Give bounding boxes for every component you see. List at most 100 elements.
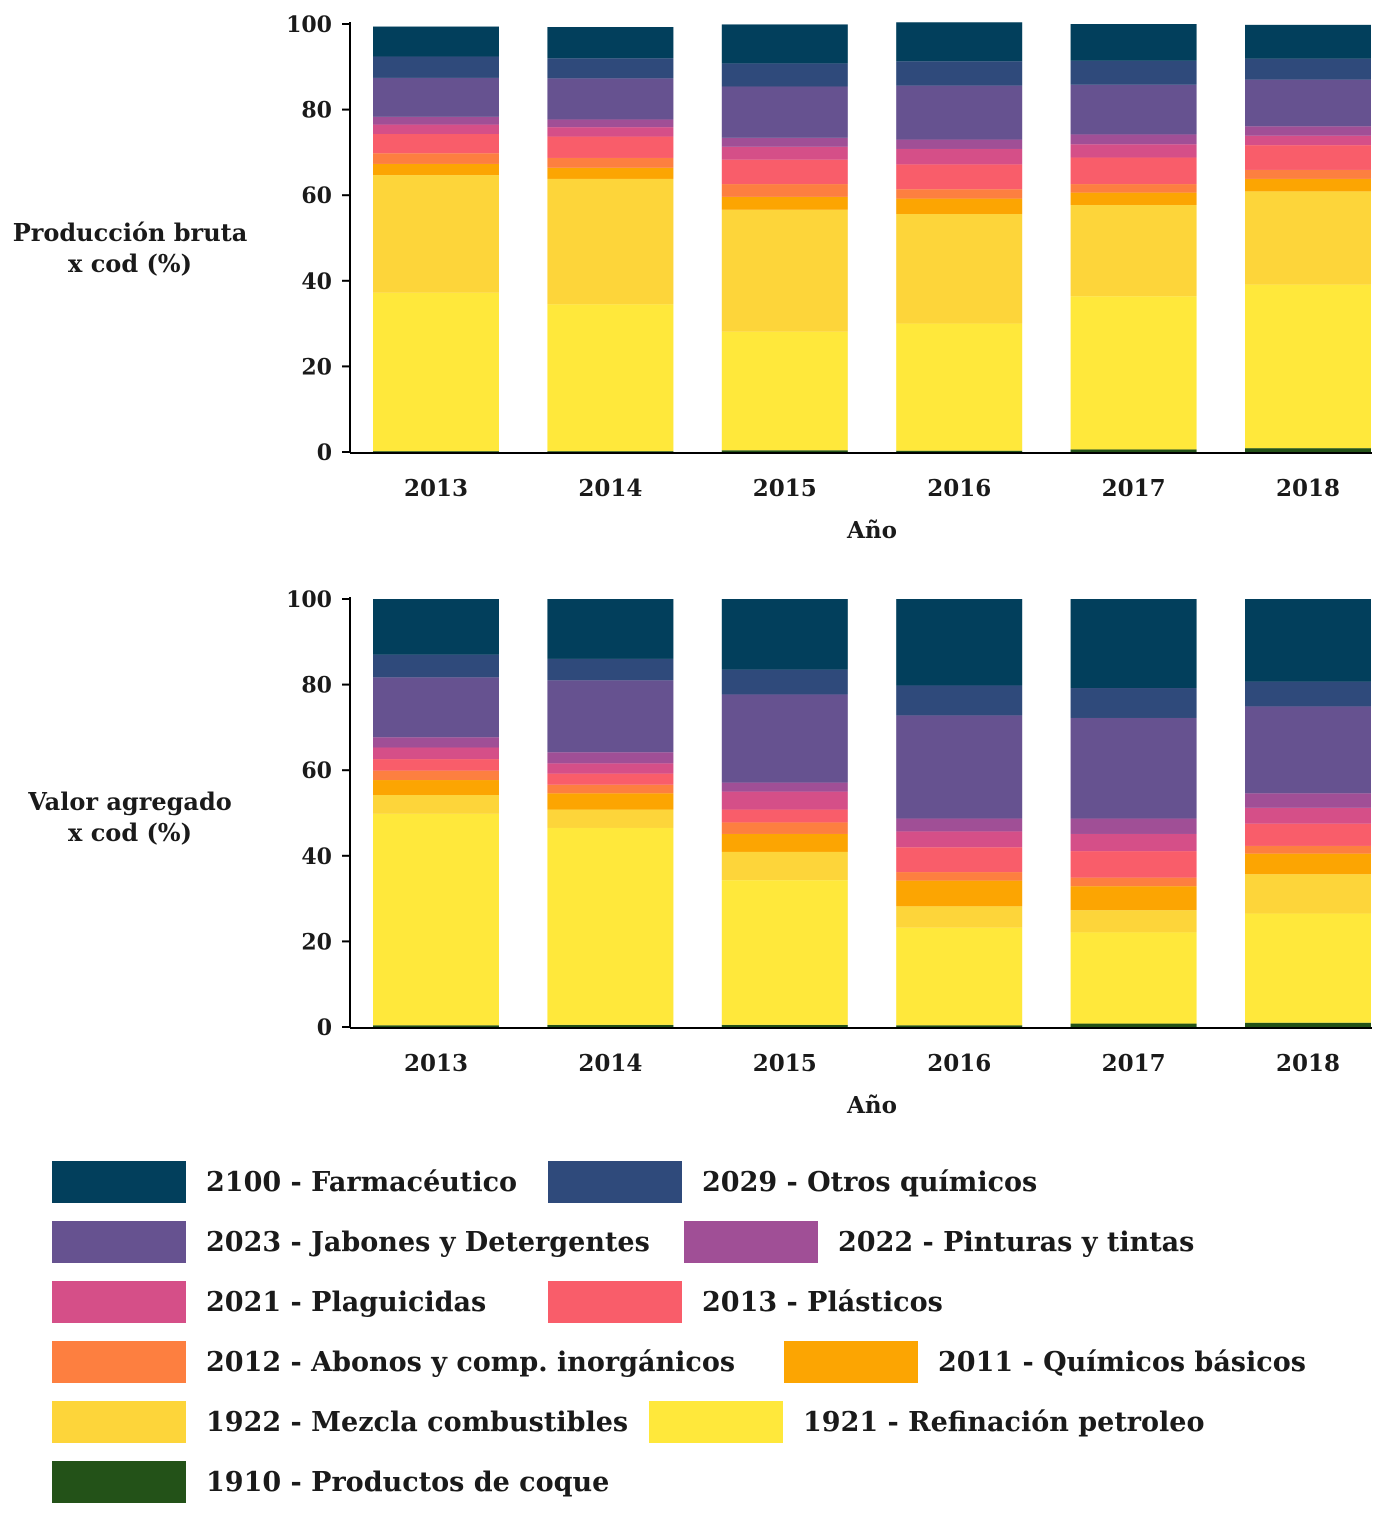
bar-segment-2014-1910-productos-de-coque	[547, 1024, 674, 1027]
bar-segment-2018-2023-jabones-y-detergentes	[1245, 79, 1371, 127]
bar-segment-2015-2023-jabones-y-detergentes	[721, 694, 848, 783]
legend-item-2023-jabones-y-detergentes: 2023 - Jabones y Detergentes	[52, 1220, 650, 1264]
bar-stack-2018	[1245, 24, 1371, 452]
bar-segment-2013-1922-mezcla-combustibles	[373, 175, 499, 293]
legend-swatch	[52, 1221, 186, 1263]
bar-segment-2014-1921-refinacion-petroleo	[547, 304, 674, 452]
legend-label: 2022 - Pinturas y tintas	[838, 1226, 1195, 1258]
bar-segment-2018-2013-plasticos	[1245, 145, 1371, 170]
bar-segment-2018-2021-plaguicidas	[1245, 807, 1371, 824]
y-axis-label: Producción bruta x cod (%)	[0, 217, 260, 279]
bar-segment-2017-2100-farmaceutico	[1070, 24, 1197, 61]
legend-label: 2021 - Plaguicidas	[206, 1286, 487, 1318]
bar-segment-2013-1921-refinacion-petroleo	[373, 292, 499, 452]
bar-segment-2014-2011-quimicos-basicos	[547, 793, 674, 810]
bar-segment-2015-2100-farmaceutico	[721, 599, 848, 670]
bar-segment-2014-2012-abonos-y-comp-inorganicos	[547, 784, 674, 794]
legend-item-2012-abonos-y-comp-inorganicos: 2012 - Abonos y comp. inorgánicos	[52, 1340, 735, 1384]
bar-segment-2014-2013-plasticos	[547, 773, 674, 785]
legend-label: 1922 - Mezcla combustibles	[206, 1406, 629, 1438]
bar-segment-2014-2023-jabones-y-detergentes	[547, 78, 674, 120]
bar-segment-2017-1922-mezcla-combustibles	[1070, 910, 1197, 933]
bar-segment-2013-2021-plaguicidas	[373, 747, 499, 760]
legend-row: 2023 - Jabones y Detergentes 2022 - Pintu…	[52, 1220, 1372, 1280]
y-tick-label-60: 60	[301, 183, 332, 209]
bar-segment-2014-2021-plaguicidas	[547, 763, 674, 774]
bar-segment-2016-2011-quimicos-basicos	[896, 198, 1023, 215]
y-tick-label-60: 60	[301, 758, 332, 784]
legend-swatch	[784, 1341, 918, 1383]
legend-label: 2100 - Farmacéutico	[206, 1166, 518, 1198]
bar-segment-2016-2022-pinturas-y-tintas	[896, 818, 1023, 832]
bar-segment-2014-2022-pinturas-y-tintas	[547, 119, 674, 128]
bar-segment-2018-2100-farmaceutico	[1245, 599, 1371, 682]
bar-segment-2015-2100-farmaceutico	[721, 24, 848, 64]
bar-segment-2013-2029-otros-quimicos	[373, 56, 499, 78]
bar-stack-2018	[1245, 599, 1371, 1027]
y-tick-label-20: 20	[301, 929, 332, 955]
legend-row: 2021 - Plaguicidas 2013 - Plásticos	[52, 1280, 1372, 1340]
bar-segment-2016-2023-jabones-y-detergentes	[896, 715, 1023, 819]
y-axis-label-line-2: x cod (%)	[68, 249, 192, 278]
bar-segment-2017-2029-otros-quimicos	[1070, 688, 1197, 718]
bar-segment-2015-2012-abonos-y-comp-inorganicos	[721, 822, 848, 834]
bar-segment-2013-1922-mezcla-combustibles	[373, 795, 499, 814]
y-axis-label-line-1: Producción bruta	[12, 218, 248, 247]
bar-segment-2017-2011-quimicos-basicos	[1070, 886, 1197, 911]
bar-segment-2016-2012-abonos-y-comp-inorganicos	[896, 872, 1023, 881]
bar-segment-2014-2022-pinturas-y-tintas	[547, 752, 674, 764]
x-tick-label-2015: 2015	[753, 1050, 817, 1077]
bar-segment-2014-2023-jabones-y-detergentes	[547, 680, 674, 753]
bar-segment-2015-2013-plasticos	[721, 809, 848, 823]
y-tick-label-20: 20	[301, 354, 332, 380]
y-tick-label-80: 80	[301, 673, 332, 699]
bar-segment-2016-2013-plasticos	[896, 164, 1023, 190]
y-tick-label-0: 0	[317, 1015, 332, 1041]
chart-valor-agregado: Valor agregado x cod (%) 2013 2014 2015 201…	[0, 575, 1388, 1135]
bar-segment-2014-2100-farmaceutico	[547, 599, 674, 659]
legend-item-2029-otros-quimicos: 2029 - Otros químicos	[548, 1160, 1037, 1204]
bar-segment-2018-1910-productos-de-coque	[1245, 1022, 1371, 1027]
bar-segment-2016-1921-refinacion-petroleo	[896, 323, 1023, 451]
bar-segment-2017-2021-plaguicidas	[1070, 144, 1197, 158]
legend-swatch	[52, 1161, 186, 1203]
legend-item-1910-productos-de-coque: 1910 - Productos de coque	[52, 1460, 609, 1504]
bar-segment-2015-1910-productos-de-coque	[721, 1024, 848, 1027]
bar-stack-2013	[373, 599, 499, 1027]
bar-segment-2014-1922-mezcla-combustibles	[547, 178, 674, 305]
legend-swatch	[52, 1281, 186, 1323]
bar-segment-2015-2029-otros-quimicos	[721, 63, 848, 87]
bar-segment-2018-2029-otros-quimicos	[1245, 681, 1371, 707]
bar-stack-2017	[1070, 599, 1197, 1027]
chart-produccion-bruta: Producción bruta x cod (%) 2013 2014 2015 2…	[0, 0, 1388, 560]
bar-segment-2016-1922-mezcla-combustibles	[896, 906, 1023, 928]
bar-segment-2017-1921-refinacion-petroleo	[1070, 932, 1197, 1024]
bar-segment-2013-1910-productos-de-coque	[373, 1025, 499, 1027]
bar-segment-2013-1910-productos-de-coque	[373, 451, 499, 452]
bar-segment-2014-2013-plasticos	[547, 136, 674, 158]
bar-segment-2013-1921-refinacion-petroleo	[373, 813, 499, 1026]
legend-label: 2029 - Otros químicos	[702, 1166, 1038, 1198]
legend-swatch	[52, 1401, 186, 1443]
bar-segment-2013-2100-farmaceutico	[373, 26, 499, 57]
legend-swatch	[684, 1221, 818, 1263]
legend-item-2013-plasticos: 2013 - Plásticos	[548, 1280, 943, 1324]
bar-segment-2015-2013-plasticos	[721, 159, 848, 185]
legend-swatch	[52, 1461, 186, 1503]
x-tick-label-2018: 2018	[1276, 1050, 1340, 1077]
x-axis-title: Año	[846, 517, 897, 544]
legend-label: 2012 - Abonos y comp. inorgánicos	[206, 1346, 736, 1378]
bar-segment-2015-2012-abonos-y-comp-inorganicos	[721, 184, 848, 197]
bar-segment-2016-2021-plaguicidas	[896, 148, 1023, 165]
legend-item-1922-mezcla-combustibles: 1922 - Mezcla combustibles	[52, 1400, 628, 1444]
bar-segment-2013-2011-quimicos-basicos	[373, 780, 499, 796]
bar-segment-2018-1921-refinacion-petroleo	[1245, 284, 1371, 449]
bar-segment-2017-2013-plasticos	[1070, 157, 1197, 185]
bar-segment-2017-1921-refinacion-petroleo	[1070, 296, 1197, 450]
bar-segment-2018-2012-abonos-y-comp-inorganicos	[1245, 169, 1371, 179]
bar-stack-2016	[896, 599, 1023, 1027]
bar-segment-2018-2012-abonos-y-comp-inorganicos	[1245, 845, 1371, 854]
bar-segment-2018-2011-quimicos-basicos	[1245, 178, 1371, 192]
y-axis-label-line-1: Valor agregado	[28, 787, 232, 816]
bar-segment-2017-1922-mezcla-combustibles	[1070, 205, 1197, 297]
